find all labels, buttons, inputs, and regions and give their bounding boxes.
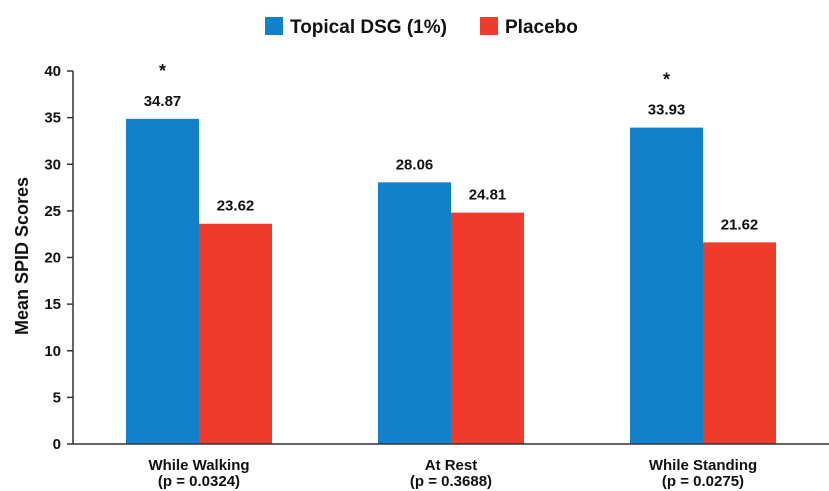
y-tick-label: 10 bbox=[44, 343, 61, 360]
x-category-pvalue: (p = 0.3688) bbox=[410, 473, 492, 490]
x-category-label: While Walking bbox=[148, 457, 249, 474]
significance-star: * bbox=[159, 61, 166, 81]
bar-placebo bbox=[199, 223, 272, 444]
data-label: 23.62 bbox=[217, 198, 255, 215]
y-tick-label: 25 bbox=[44, 203, 61, 220]
bars: 34.87 23.62 * 28.06 24.81 33.93 21.62 * bbox=[126, 61, 776, 444]
bar-topical-dsg bbox=[378, 182, 451, 444]
y-tick-label: 35 bbox=[44, 110, 61, 127]
bar-topical-dsg bbox=[126, 118, 199, 444]
data-label: 34.87 bbox=[144, 93, 182, 110]
y-axis-ticks: 0 5 10 15 20 25 30 35 40 bbox=[44, 63, 73, 453]
x-category-label: At Rest bbox=[425, 457, 478, 474]
data-label: 21.62 bbox=[721, 216, 759, 233]
legend: Topical DSG (1%) Placebo bbox=[265, 17, 578, 38]
bar-placebo bbox=[703, 242, 776, 444]
data-label: 24.81 bbox=[469, 187, 507, 204]
y-tick-label: 20 bbox=[44, 250, 61, 267]
data-label: 28.06 bbox=[396, 156, 434, 173]
y-tick-label: 0 bbox=[53, 436, 61, 453]
bar-topical-dsg bbox=[630, 127, 703, 444]
legend-swatch-placebo bbox=[480, 17, 498, 35]
data-label: 33.93 bbox=[648, 102, 686, 119]
y-tick-label: 40 bbox=[44, 63, 61, 80]
y-tick-label: 30 bbox=[44, 156, 61, 173]
legend-label-topical-dsg: Topical DSG (1%) bbox=[290, 17, 447, 38]
legend-label-placebo: Placebo bbox=[505, 17, 578, 38]
y-tick-label: 15 bbox=[44, 296, 61, 313]
x-category-pvalue: (p = 0.0324) bbox=[158, 473, 240, 490]
y-tick-label: 5 bbox=[53, 389, 61, 406]
bar-placebo bbox=[451, 212, 524, 444]
x-axis-labels: While Walking(p = 0.0324) At Rest(p = 0.3… bbox=[148, 457, 757, 490]
legend-swatch-topical-dsg bbox=[265, 17, 283, 35]
significance-star: * bbox=[663, 70, 670, 90]
y-axis-label: Mean SPID Scores bbox=[12, 177, 32, 335]
x-category-label: While Standing bbox=[649, 457, 757, 474]
x-category-pvalue: (p = 0.0275) bbox=[662, 473, 744, 490]
